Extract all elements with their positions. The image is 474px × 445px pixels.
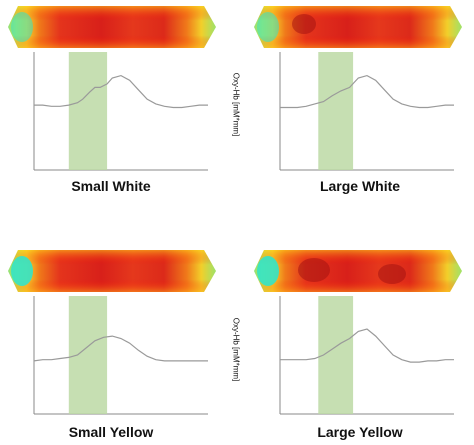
stimulus-band [318,52,354,170]
stimulus-band [68,52,108,170]
panel-title: Large Yellow [317,424,403,440]
heatmap-hot-spot [292,14,316,34]
panel-large-yellow: Large Yellow [254,250,466,442]
chart-large-yellow [254,250,462,415]
chart-large-white [254,6,462,171]
oxy-hb-line [280,74,454,109]
heatmap-shading [254,6,462,48]
panel-title: Small Yellow [68,424,154,440]
heatmap-hot-spot [378,264,406,284]
chart-small-white [8,6,216,171]
heatmap-shading [8,250,216,292]
oxy-hb-line [280,328,454,363]
heatmap-low-spot [257,12,279,42]
y-axis-label-bottom: Oxy-Hb [mM*mm] [231,317,241,382]
oxy-hb-line [33,335,208,362]
heatmap-low-spot [11,12,33,42]
heatmap-low-spot [11,256,33,286]
panel-large-white: Large White [254,6,466,196]
panel-title: Small White [71,178,151,194]
heatmap-shading [8,6,216,48]
heatmap-hot-spot [298,258,330,282]
panel-small-yellow: Small Yellow [8,250,220,442]
heatmap-low-spot [257,256,279,286]
panel-title: Large White [319,178,401,194]
y-axis-label-top: Oxy-Hb [mM*mm] [231,72,241,137]
panel-small-white: Small White [8,6,220,196]
heatmap-shading [254,250,462,292]
stimulus-band [68,296,108,414]
oxy-hb-line [34,74,208,109]
chart-small-yellow [8,250,216,415]
